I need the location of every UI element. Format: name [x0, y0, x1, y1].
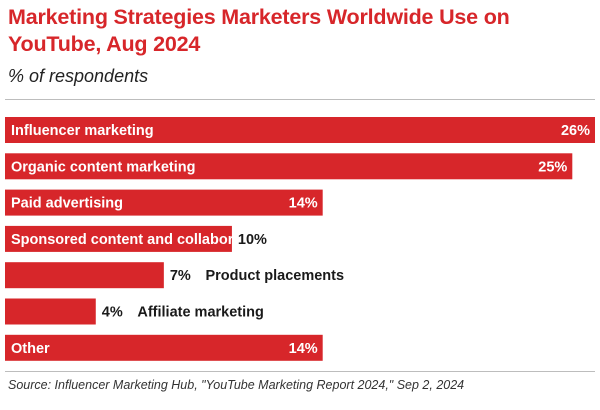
category-label-1: Organic content marketing — [11, 159, 196, 175]
value-label-2: 14% — [289, 196, 318, 212]
bar-0 — [5, 117, 595, 143]
top-divider — [5, 99, 595, 100]
value-label-6: 14% — [289, 341, 318, 357]
category-label-6: Other — [11, 341, 50, 357]
bar-6 — [5, 334, 323, 361]
chart-title: Marketing Strategies Marketers Worldwide… — [8, 5, 510, 56]
category-label-3: Sponsored content and collaborations — [11, 232, 276, 248]
value-label-0: 26% — [561, 123, 590, 139]
category-label-4: Product placements — [205, 268, 344, 284]
bar-5 — [5, 298, 96, 325]
bar-1 — [5, 153, 573, 180]
category-label-2: Paid advertising — [11, 196, 123, 212]
category-label-5: Affiliate marketing — [137, 305, 264, 321]
bar-3 — [5, 225, 232, 252]
value-label-5: 4% — [102, 305, 123, 321]
value-label-3: 10% — [238, 232, 267, 248]
value-label-4: 7% — [170, 268, 191, 284]
bar-chart: Influencer marketing 26% Organic content m… — [5, 117, 595, 361]
source-note: Source: Influencer Marketing Hub, "YouTu… — [8, 378, 465, 392]
value-label-1: 25% — [538, 159, 567, 175]
chart-subtitle: % of respondents — [8, 66, 149, 86]
bar-4 — [5, 262, 164, 289]
bar-2 — [5, 189, 323, 216]
category-label-0: Influencer marketing — [11, 123, 154, 139]
bottom-divider — [5, 371, 595, 372]
